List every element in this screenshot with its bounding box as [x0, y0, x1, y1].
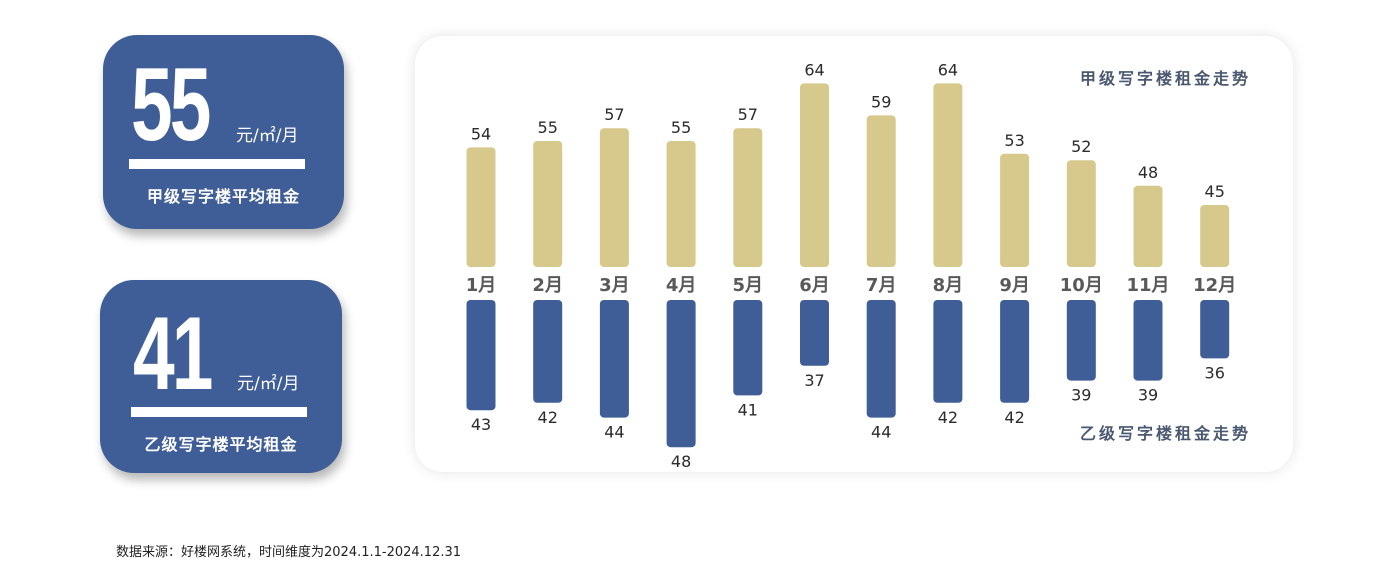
grade-b-value-label: 43 [471, 415, 491, 434]
grade-a-avg-rent-value: 55 [131, 47, 211, 163]
grade-b-value-label: 42 [1004, 408, 1024, 427]
grade-a-bars: 54 55 57 55 57 64 59 64 53 52 48 45 [466, 60, 1230, 268]
grade-a-value-label: 64 [804, 60, 824, 79]
grade-b-series-title: 乙级写字楼租金走势 [1080, 424, 1251, 443]
month-label: 12月 [1193, 275, 1236, 296]
month-label: 7月 [866, 275, 897, 296]
grade-a-bar [533, 141, 563, 267]
grade-a-bar [1066, 160, 1096, 267]
grade-a-bar [666, 141, 696, 267]
grade-b-bar [533, 300, 563, 403]
grade-a-value-label: 55 [538, 118, 558, 137]
month-label: 4月 [666, 275, 697, 296]
grade-a-series-title: 甲级写字楼租金走势 [1080, 69, 1251, 88]
grade-b-rent-unit: 元/㎡/月 [237, 374, 300, 394]
grade-b-bar [933, 300, 963, 403]
grade-b-bar [1066, 300, 1096, 381]
month-label: 5月 [733, 275, 764, 296]
grade-b-value-label: 39 [1138, 386, 1158, 405]
grade-a-value-label: 59 [871, 92, 891, 111]
grade-b-bar [1133, 300, 1163, 381]
grade-a-bar [599, 128, 629, 267]
month-label: 10月 [1060, 275, 1103, 296]
grade-a-bar [800, 83, 829, 268]
grade-a-value-label: 64 [938, 60, 958, 79]
month-label: 1月 [466, 275, 497, 296]
rent-trend-chart: 甲级写字楼租金走势 乙级写字楼租金走势 54 55 57 55 57 64 59 64 53 52… [466, 60, 1251, 471]
grade-a-value-label: 53 [1004, 131, 1024, 150]
month-label: 11月 [1126, 275, 1169, 296]
grade-b-bar [466, 300, 496, 411]
data-source-note: 数据来源：好楼网系统，时间维度为2024.1.1-2024.12.31 [116, 545, 462, 560]
grade-a-rent-label: 甲级写字楼平均租金 [146, 187, 300, 206]
grade-b-rent-card: 41 元/㎡/月 乙级写字楼平均租金 [100, 280, 342, 473]
rent-trend-chart-panel: 甲级写字楼租金走势 乙级写字楼租金走势 54 55 57 55 57 64 59 64 53 52… [415, 36, 1293, 472]
grade-b-rent-label: 乙级写字楼平均租金 [144, 435, 298, 454]
grade-a-bar [466, 147, 496, 267]
grade-a-value-label: 55 [671, 118, 691, 137]
month-label: 6月 [799, 275, 830, 296]
grade-b-value-label: 42 [538, 408, 558, 427]
grade-a-bar [1000, 153, 1030, 267]
grade-b-bar [1200, 300, 1230, 359]
grade-a-rent-unit: 元/㎡/月 [236, 126, 299, 146]
grade-a-bar [733, 128, 763, 267]
grade-b-divider [131, 407, 307, 417]
grade-b-bar [733, 300, 763, 396]
grade-a-value-label: 57 [738, 105, 758, 124]
grade-b-value-label: 44 [604, 423, 624, 442]
month-label: 8月 [933, 275, 964, 296]
grade-a-value-label: 48 [1138, 163, 1158, 182]
month-label: 2月 [532, 275, 563, 296]
grade-b-bar [800, 300, 829, 366]
grade-b-value-label: 42 [938, 408, 958, 427]
grade-b-bar [599, 300, 629, 418]
grade-a-value-label: 45 [1205, 182, 1225, 201]
grade-a-value-label: 52 [1071, 137, 1091, 156]
grade-b-avg-rent-value: 41 [133, 296, 213, 412]
grade-a-value-label: 54 [471, 124, 491, 143]
grade-b-bars: 43 42 44 48 41 37 44 42 42 39 39 36 [466, 300, 1230, 471]
grade-a-bar [933, 83, 963, 268]
month-label: 3月 [599, 275, 630, 296]
month-label: 9月 [999, 275, 1030, 296]
grade-b-value-label: 39 [1071, 386, 1091, 405]
grade-a-value-label: 57 [604, 105, 624, 124]
grade-b-value-label: 41 [738, 400, 758, 419]
month-labels: 1月 2月 3月 4月 5月 6月 7月 8月 9月 10月 11月 12月 [466, 275, 1236, 296]
grade-b-value-label: 36 [1205, 363, 1225, 382]
grade-a-rent-card: 55 元/㎡/月 甲级写字楼平均租金 [103, 35, 344, 229]
grade-b-value-label: 44 [871, 423, 891, 442]
grade-a-bar [1133, 185, 1163, 267]
grade-b-bar [866, 300, 896, 418]
grade-a-bar [866, 115, 896, 268]
grade-a-bar [1200, 205, 1230, 267]
grade-b-value-label: 48 [671, 452, 691, 471]
grade-a-divider [129, 159, 305, 169]
grade-b-bar [666, 300, 696, 448]
grade-b-bar [1000, 300, 1030, 403]
grade-b-value-label: 37 [804, 371, 824, 390]
